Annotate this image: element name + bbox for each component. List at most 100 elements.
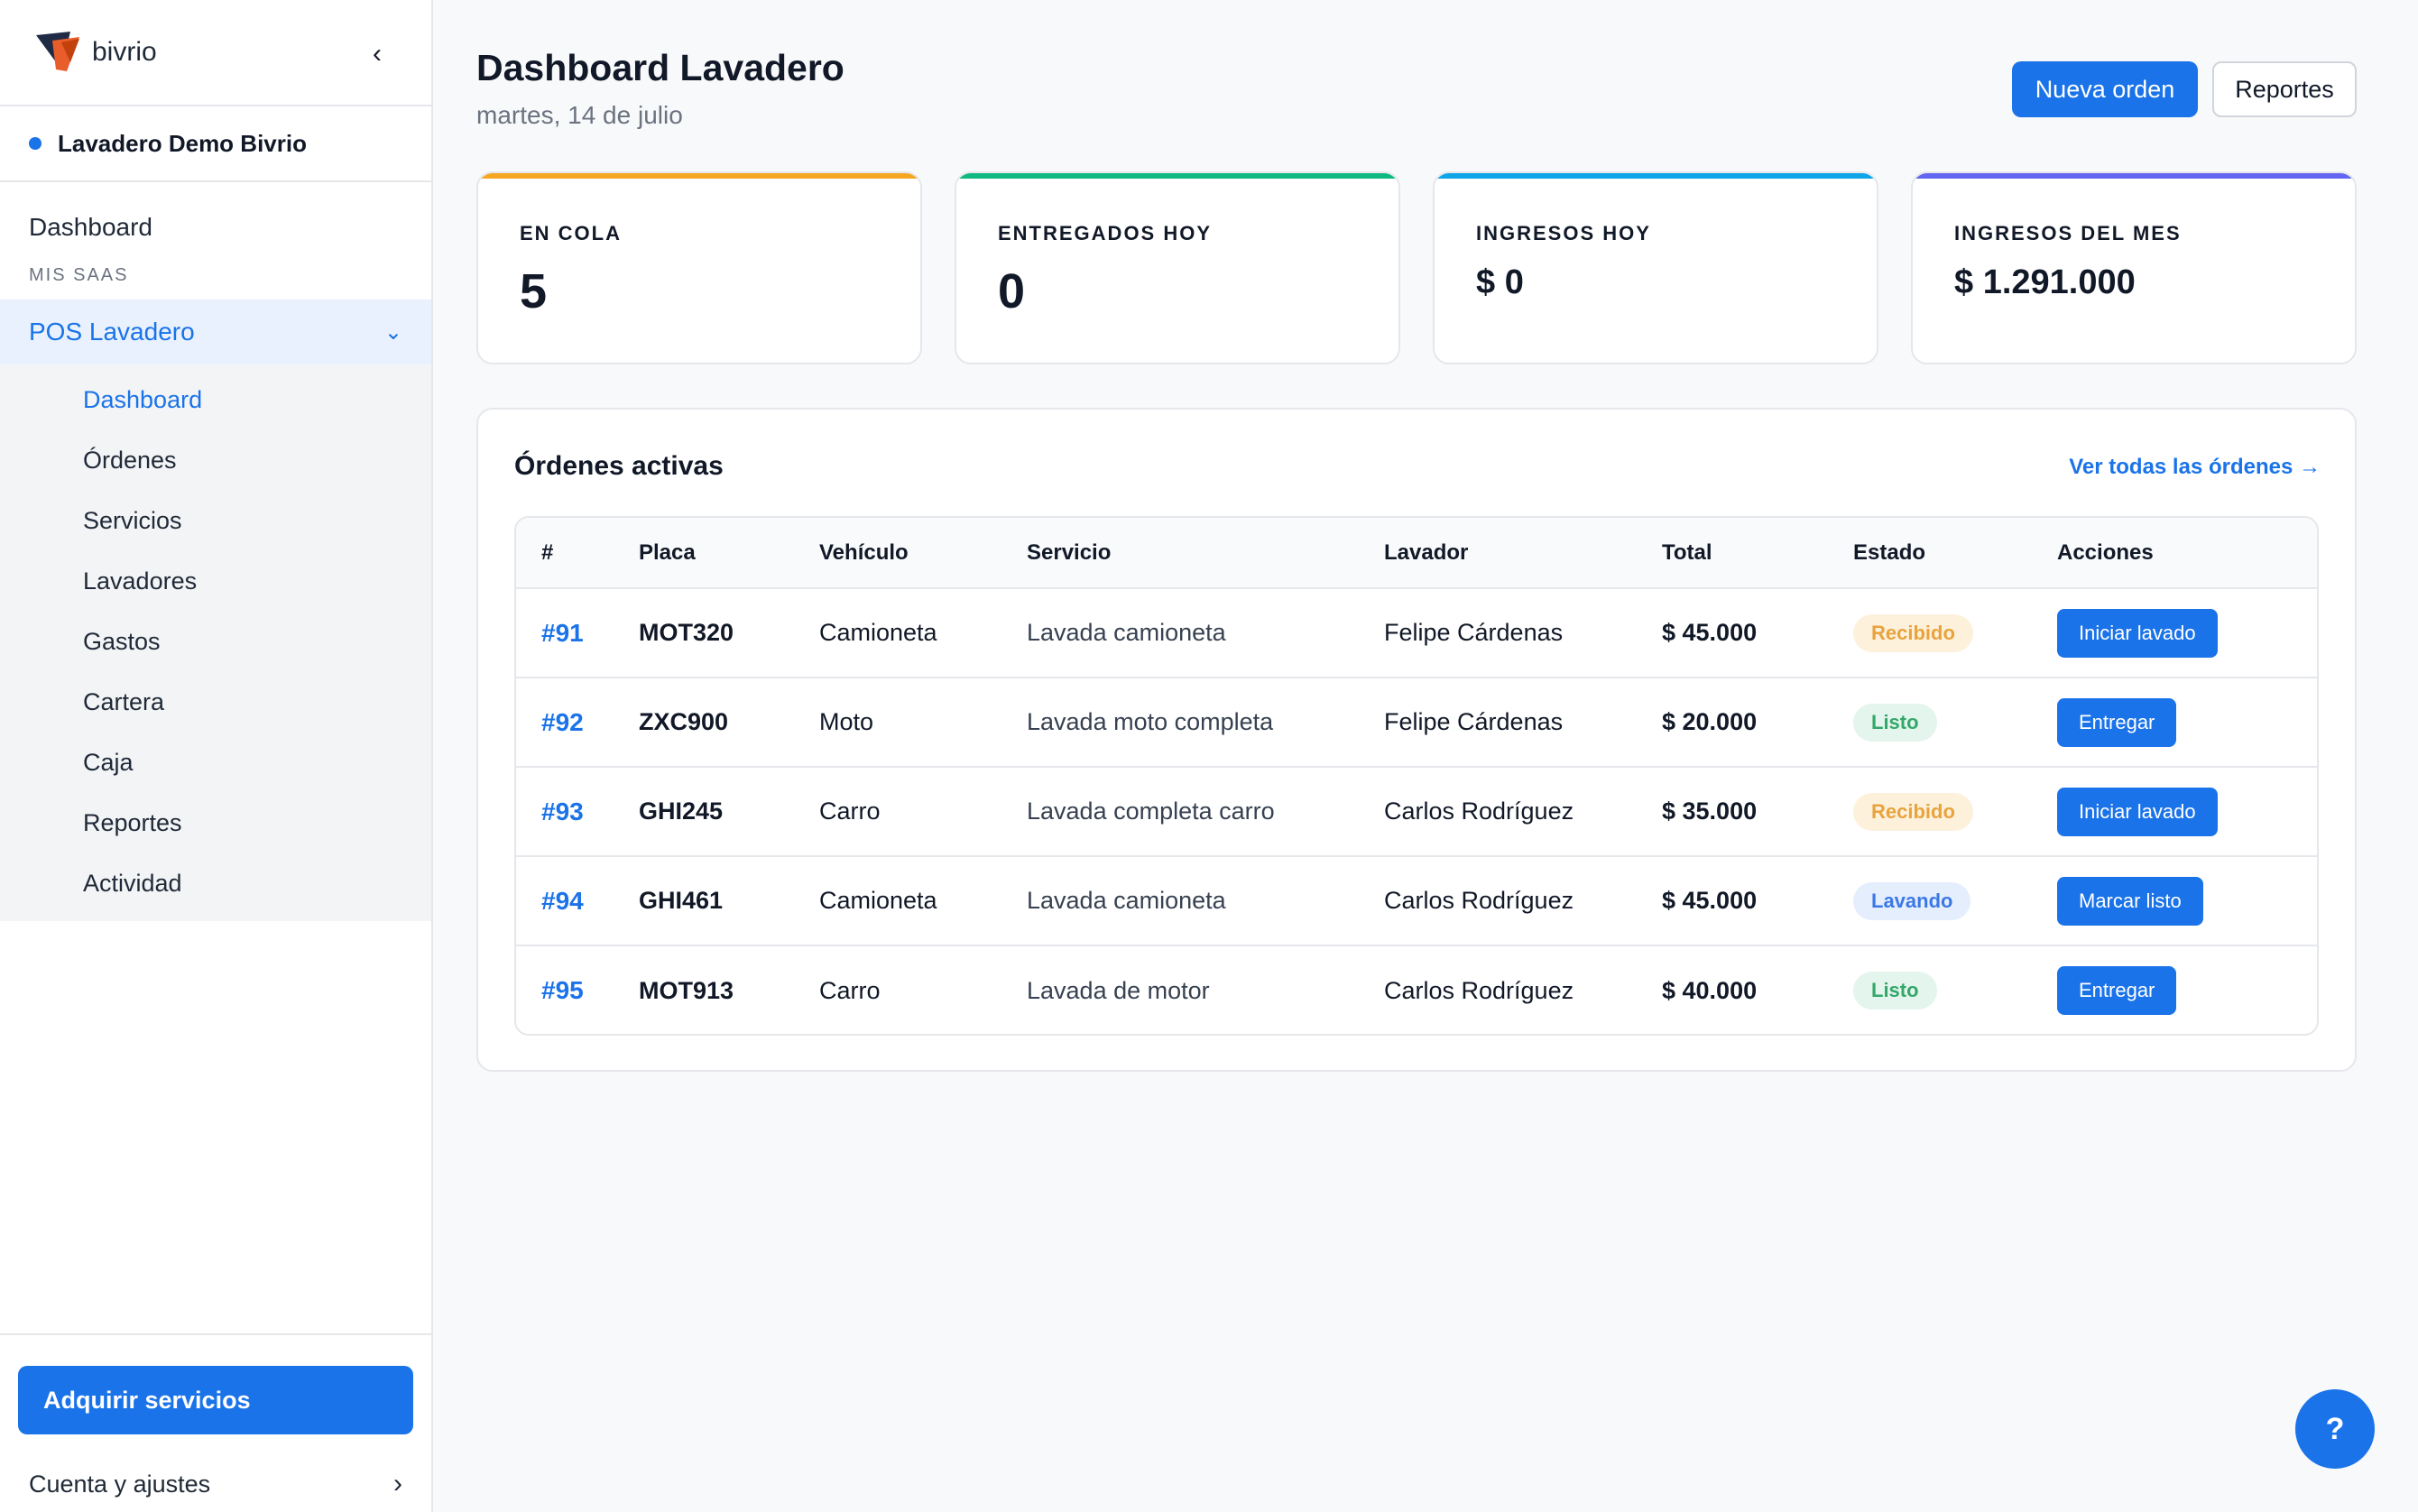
status-cell: Listo: [1853, 678, 2057, 767]
stat-value: 5: [520, 264, 548, 318]
stat-accent-bar: [1435, 173, 1877, 179]
order-number-link[interactable]: #91: [541, 618, 584, 647]
row-action-button[interactable]: Marcar listo: [2057, 876, 2203, 926]
submenu-item[interactable]: Caja: [83, 749, 134, 776]
row-action-button[interactable]: Iniciar lavado: [2057, 608, 2218, 658]
order-number-link[interactable]: #92: [541, 707, 584, 736]
vehicle-cell: Moto: [819, 708, 874, 735]
nav-dashboard[interactable]: Dashboard: [29, 213, 152, 241]
table-header-row: # Placa Vehículo Servicio Lavador Total Estado…: [516, 518, 2317, 589]
row-action-button[interactable]: Entregar: [2057, 697, 2177, 747]
status-cell: Recibido: [1853, 767, 2057, 856]
stat-accent-bar: [1913, 173, 2355, 179]
service-cell: Lavada camioneta: [1027, 619, 1226, 646]
new-order-button[interactable]: Nueva orden: [2012, 61, 2198, 117]
vehicle-cell: Carro: [819, 797, 881, 825]
washer-cell: Carlos Rodríguez: [1384, 976, 1574, 1004]
reports-button[interactable]: Reportes: [2212, 61, 2357, 117]
submenu-item[interactable]: Cartera: [83, 688, 165, 715]
stat-accent-bar: [956, 173, 1398, 179]
submenu-item[interactable]: Reportes: [83, 809, 182, 836]
chevron-down-icon: ⌄: [383, 319, 402, 345]
service-cell: Lavada moto completa: [1027, 708, 1274, 735]
order-number-link[interactable]: #95: [541, 976, 584, 1004]
submenu-item[interactable]: Actividad: [83, 870, 182, 897]
orders-table: # Placa Vehículo Servicio Lavador Total Estado…: [516, 518, 2317, 1034]
order-number-link[interactable]: #93: [541, 797, 584, 825]
section-label-mis-saas: MIS SAAS: [29, 264, 129, 285]
nav-group-pos-lavadero[interactable]: POS Lavadero ⌄: [0, 300, 431, 364]
stat-value: $ 1.291.000: [1954, 263, 2136, 301]
row-action-button[interactable]: Iniciar lavado: [2057, 787, 2218, 836]
total-cell: $ 45.000: [1662, 887, 1758, 914]
table-row: #93 GHI245 Carro Lavada completa carro Carlo…: [516, 767, 2317, 856]
actions-cell: Iniciar lavado: [2057, 588, 2317, 678]
total-cell: $ 35.000: [1662, 797, 1758, 825]
account-settings-link[interactable]: Cuenta y ajustes ›: [0, 1461, 431, 1507]
table-row: #95 MOT913 Carro Lavada de motor Carlos Rodr…: [516, 945, 2317, 1034]
submenu-item[interactable]: Gastos: [83, 628, 161, 655]
total-cell: $ 45.000: [1662, 619, 1758, 646]
acquire-services-button[interactable]: Adquirir servicios: [18, 1366, 413, 1434]
question-icon: ?: [2325, 1411, 2345, 1446]
washer-cell: Felipe Cárdenas: [1384, 619, 1564, 646]
stat-value: $ 0: [1476, 263, 1524, 301]
view-all-orders-link[interactable]: Ver todas las órdenes →: [2069, 455, 2321, 479]
sidebar: bivrio ‹ Lavadero Demo Bivrio Dashboard …: [0, 0, 433, 1512]
actions-cell: Iniciar lavado: [2057, 767, 2317, 856]
washer-cell: Carlos Rodríguez: [1384, 797, 1574, 825]
org-status-dot: [29, 137, 42, 150]
orders-table-wrapper: # Placa Vehículo Servicio Lavador Total Estado…: [514, 516, 2319, 1036]
account-settings-label: Cuenta y ajustes: [29, 1470, 211, 1498]
sidebar-footer: Adquirir servicios Cuenta y ajustes ›: [0, 1333, 431, 1512]
stat-card: INGRESOS DEL MES $ 1.291.000: [1911, 171, 2357, 364]
vehicle-cell: Camioneta: [819, 619, 937, 646]
submenu-item[interactable]: Órdenes: [83, 447, 177, 474]
service-cell: Lavada de motor: [1027, 976, 1210, 1004]
actions-cell: Entregar: [2057, 678, 2317, 767]
brand-header: bivrio ‹: [0, 0, 431, 106]
nav-group-label: POS Lavadero: [29, 318, 195, 346]
plate-cell: ZXC900: [639, 708, 729, 735]
org-selector[interactable]: Lavadero Demo Bivrio: [0, 106, 431, 182]
stat-value: 0: [998, 264, 1026, 318]
stat-label: ENTREGADOS HOY: [998, 222, 1213, 244]
page-date: martes, 14 de julio: [476, 101, 683, 129]
status-cell: Listo: [1853, 945, 2057, 1034]
stats-row: EN COLA 5 ENTREGADOS HOY 0 INGRESOS HOY $ 0 IN…: [476, 171, 2357, 364]
status-cell: Lavando: [1853, 856, 2057, 945]
status-badge: Recibido: [1853, 613, 1973, 652]
submenu-item[interactable]: Dashboard: [83, 386, 203, 413]
orders-title: Órdenes activas: [514, 451, 724, 481]
collapse-sidebar-button[interactable]: ‹: [359, 36, 395, 72]
help-button[interactable]: ?: [2295, 1389, 2375, 1469]
org-name: Lavadero Demo Bivrio: [58, 129, 307, 157]
column-header: Servicio: [1027, 518, 1384, 589]
plate-cell: MOT913: [639, 976, 734, 1004]
row-action-button[interactable]: Entregar: [2057, 966, 2177, 1015]
column-header: Total: [1662, 518, 1853, 589]
status-cell: Recibido: [1853, 588, 2057, 678]
stat-card: ENTREGADOS HOY 0: [955, 171, 1400, 364]
submenu-item[interactable]: Lavadores: [83, 567, 198, 595]
stat-label: INGRESOS HOY: [1476, 222, 1651, 244]
actions-cell: Marcar listo: [2057, 856, 2317, 945]
service-cell: Lavada camioneta: [1027, 887, 1226, 914]
stat-card: EN COLA 5: [476, 171, 922, 364]
total-cell: $ 40.000: [1662, 976, 1758, 1004]
washer-cell: Felipe Cárdenas: [1384, 708, 1564, 735]
brand-name: bivrio: [92, 37, 157, 67]
table-row: #91 MOT320 Camioneta Lavada camioneta Felipe…: [516, 588, 2317, 678]
order-number-link[interactable]: #94: [541, 886, 584, 915]
stat-accent-bar: [478, 173, 920, 179]
plate-cell: GHI245: [639, 797, 724, 825]
column-header: #: [516, 518, 639, 589]
chevron-left-icon: ‹: [373, 39, 382, 69]
submenu-item[interactable]: Servicios: [83, 507, 182, 534]
column-header: Acciones: [2057, 518, 2317, 589]
vehicle-cell: Carro: [819, 976, 881, 1004]
status-badge: Listo: [1853, 972, 1937, 1010]
status-badge: Lavando: [1853, 881, 1971, 920]
page-title: Dashboard Lavadero: [476, 47, 844, 88]
column-header: Estado: [1853, 518, 2057, 589]
